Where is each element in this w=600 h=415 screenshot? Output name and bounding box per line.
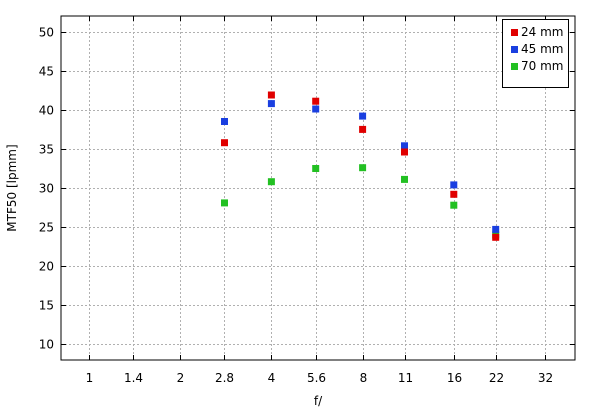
legend-label: 24 mm — [521, 25, 563, 39]
x-tick-label: 5.6 — [307, 371, 326, 385]
legend-label: 70 mm — [521, 59, 563, 73]
x-axis-label: f/ — [314, 394, 323, 408]
y-tick-label: 40 — [39, 104, 54, 118]
data-point-70mm — [267, 178, 275, 186]
legend-swatch — [511, 63, 518, 70]
data-point-24mm — [359, 125, 367, 133]
data-point-24mm — [450, 190, 458, 198]
x-tick-label: 11 — [398, 371, 413, 385]
data-point-24mm — [221, 139, 228, 147]
legend-label: 45 mm — [521, 42, 563, 56]
data-point-24mm — [401, 148, 408, 156]
legend: 24 mm 45 mm 70 mm — [502, 19, 569, 88]
x-tick-label: 4 — [268, 371, 276, 385]
data-point-45mm — [492, 225, 500, 233]
data-point-45mm — [450, 181, 458, 189]
data-point-24mm — [312, 97, 320, 105]
x-tick-label: 22 — [489, 371, 504, 385]
x-tick-label: 2 — [177, 371, 185, 385]
data-points — [221, 91, 500, 241]
data-point-70mm — [359, 164, 367, 172]
x-tick-label: 8 — [360, 371, 368, 385]
y-tick-label: 20 — [39, 260, 54, 274]
legend-swatch — [511, 29, 518, 36]
data-point-45mm — [359, 112, 367, 120]
data-point-70mm — [221, 199, 228, 207]
x-tick-label: 2.8 — [215, 371, 234, 385]
y-tick-label: 45 — [39, 65, 54, 79]
x-tick-label: 32 — [538, 371, 553, 385]
data-point-45mm — [221, 118, 228, 125]
data-point-24mm — [492, 233, 500, 241]
data-point-70mm — [450, 201, 458, 209]
y-tick-label: 50 — [39, 26, 54, 40]
legend-swatch — [511, 46, 518, 53]
data-point-45mm — [401, 142, 408, 150]
x-tick-label: 1.4 — [124, 371, 143, 385]
data-point-24mm — [267, 91, 275, 99]
data-point-45mm — [267, 100, 275, 108]
x-tick-label: 16 — [447, 371, 462, 385]
y-tick-label: 30 — [39, 182, 54, 196]
x-tick-label: 1 — [86, 371, 94, 385]
y-axis: 10 15 20 25 30 35 40 45 50 — [39, 26, 575, 352]
data-point-70mm — [401, 175, 408, 183]
y-tick-label: 25 — [39, 221, 54, 235]
grid — [61, 16, 575, 360]
y-tick-label: 10 — [39, 338, 54, 352]
y-axis-label: MTF50 [lpmm] — [5, 144, 19, 231]
x-axis: 1 1.4 2 2.8 4 5.6 8 11 16 22 32 — [86, 16, 553, 385]
data-point-45mm — [312, 105, 320, 113]
y-tick-label: 35 — [39, 143, 54, 157]
data-point-70mm — [312, 165, 320, 172]
y-tick-label: 15 — [39, 299, 54, 313]
